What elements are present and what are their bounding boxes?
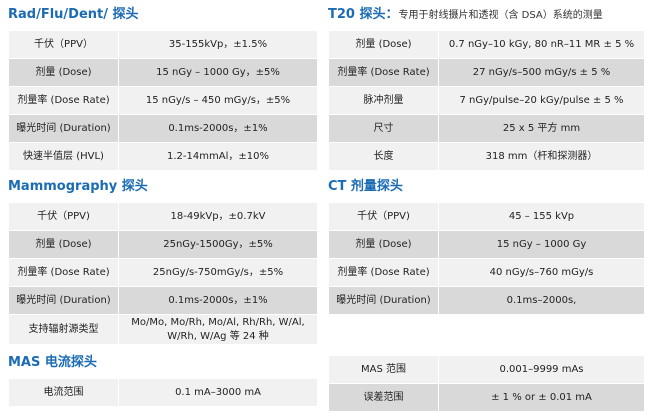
spec-value: 15 nGy – 1000 Gy，±5% [118, 58, 318, 87]
spec-value: 1.2-14mmAl，±10% [118, 142, 318, 171]
spec-row: 剂量率 (Dose Rate) 40 nGy/s–760 mGy/s [328, 258, 645, 287]
section: Mammography 探头千伏（PPV) 18-49kVp，±0.7kV 剂量 (… [8, 172, 318, 345]
spec-row: 千伏（PPV) 45 – 155 kVp [328, 202, 645, 231]
spec-row: MAS 范围 0.001–9999 mAs [328, 355, 645, 384]
title-text: Mammography 探头 [8, 179, 148, 194]
spec-label: MAS 范围 [328, 355, 439, 384]
spec-label: 支持辐射源类型 [8, 314, 119, 345]
spec-label: 长度 [328, 142, 439, 171]
spec-row: 剂量 (Dose) 15 nGy – 1000 Gy [328, 230, 645, 259]
section-title: T20 探头：专用于射线摄片和透视（含 DSA）系统的测量 [328, 0, 645, 30]
section: Rad/Flu/Dent/ 探头 千伏（PPV） 35-155kVp，±1.5% 剂量… [8, 0, 318, 171]
spec-label: 电流范围 [8, 378, 119, 407]
spec-label: 剂量 (Dose) [8, 58, 119, 87]
title-text: MAS 电流探头 [8, 355, 97, 370]
spec-label: 千伏（PPV) [328, 202, 439, 231]
spec-label: 脉冲剂量 [328, 86, 439, 115]
table-body: MAS 范围 0.001–9999 mAs 误差范围 ± 1 % or ± 0.01 … [328, 355, 645, 412]
title-text: CT 剂量探头 [328, 179, 403, 194]
spec-value: 40 nGy/s–760 mGy/s [438, 258, 645, 287]
spec-row: 剂量率 (Dose Rate) 15 nGy/s – 450 mGy/s，±5% [8, 86, 318, 115]
spec-value: 18-49kVp，±0.7kV [118, 202, 318, 231]
section-title: Mammography 探头 [8, 172, 318, 202]
subtitle: 专用于射线摄片和透视（含 DSA）系统的测量 [398, 10, 603, 21]
table-body: 电流范围 0.1 mA–3000 mA [8, 378, 318, 407]
spec-label: 剂量 (Dose) [328, 230, 439, 259]
spec-row: 剂量 (Dose) 15 nGy – 1000 Gy，±5% [8, 58, 318, 87]
spec-table: 千伏（PPV) 45 – 155 kVp 剂量 (Dose) 15 nGy – 100… [328, 202, 645, 315]
spec-row: 尺寸 25 x 5 平方 mm [328, 114, 645, 143]
spec-label: 尺寸 [328, 114, 439, 143]
spec-label: 剂量率 (Dose Rate) [8, 258, 119, 287]
section: CT 剂量探头千伏（PPV) 45 – 155 kVp 剂量 (Dose) 15 nG… [328, 172, 645, 315]
spec-table: 千伏（PPV） 35-155kVp，±1.5% 剂量 (Dose) 15 nGy – … [8, 30, 318, 171]
spec-value: 0.1ms–2000s, [438, 286, 645, 315]
spec-value: 27 nGy/s–500 mGy/s ± 5 % [438, 58, 645, 87]
section: MAS 电流探头电流范围 0.1 mA–3000 mA [8, 348, 318, 407]
spec-label: 曝光时间 (Duration) [328, 286, 439, 315]
spec-row: 快速半值层 (HVL) 1.2-14mmAl，±10% [8, 142, 318, 171]
spec-label: 千伏（PPV) [8, 202, 119, 231]
spec-value: ± 1 % or ± 0.01 mA [438, 383, 645, 412]
table-body: 剂量 (Dose) 0.7 nGy–10 kGy, 80 nR–11 MR ± 5… [328, 30, 645, 171]
spec-value: 0.1ms-2000s，±1% [118, 114, 318, 143]
section: MAS 范围 0.001–9999 mAs 误差范围 ± 1 % or ± 0.01 … [328, 355, 645, 412]
table-body: 千伏（PPV) 45 – 155 kVp 剂量 (Dose) 15 nGy – 100… [328, 202, 645, 315]
spec-row: 千伏（PPV） 35-155kVp，±1.5% [8, 30, 318, 59]
table-body: 千伏（PPV) 18-49kVp，±0.7kV 剂量 (Dose) 25nGy-150… [8, 202, 318, 345]
spec-row: 电流范围 0.1 mA–3000 mA [8, 378, 318, 407]
spec-label: 曝光时间 (Duration) [8, 114, 119, 143]
spec-label: 剂量率 (Dose Rate) [8, 86, 119, 115]
spec-value: 0.001–9999 mAs [438, 355, 645, 384]
spec-row: 剂量率 (Dose Rate) 27 nGy/s–500 mGy/s ± 5 % [328, 58, 645, 87]
spec-row: 剂量 (Dose) 0.7 nGy–10 kGy, 80 nR–11 MR ± 5… [328, 30, 645, 59]
section-title: CT 剂量探头 [328, 172, 645, 202]
spec-label: 误差范围 [328, 383, 439, 412]
spec-row: 曝光时间 (Duration) 0.1ms-2000s，±1% [8, 114, 318, 143]
spec-value: 318 mm（杆和探测器） [438, 142, 645, 171]
spec-table: 剂量 (Dose) 0.7 nGy–10 kGy, 80 nR–11 MR ± 5… [328, 30, 645, 171]
section-title: Rad/Flu/Dent/ 探头 [8, 0, 318, 30]
spec-value: 15 nGy – 1000 Gy [438, 230, 645, 259]
spec-value: 45 – 155 kVp [438, 202, 645, 231]
spec-table: MAS 范围 0.001–9999 mAs 误差范围 ± 1 % or ± 0.01 … [328, 355, 645, 412]
spec-row: 支持辐射源类型 Mo/Mo, Mo/Rh, Mo/Al, Rh/Rh, W/Al,… [8, 314, 318, 345]
spec-value: 0.1ms-2000s，±1% [118, 286, 318, 315]
spec-value: 7 nGy/pulse–20 kGy/pulse ± 5 % [438, 86, 645, 115]
spec-row: 曝光时间 (Duration) 0.1ms-2000s，±1% [8, 286, 318, 315]
spec-value: 0.7 nGy–10 kGy, 80 nR–11 MR ± 5 % [438, 30, 645, 59]
spec-row: 误差范围 ± 1 % or ± 0.01 mA [328, 383, 645, 412]
spec-label: 曝光时间 (Duration) [8, 286, 119, 315]
spec-label: 剂量 (Dose) [328, 30, 439, 59]
spec-row: 剂量率 (Dose Rate) 25nGy/s-750mGy/s，±5% [8, 258, 318, 287]
title-text: T20 探头： [328, 7, 399, 22]
spec-value: 0.1 mA–3000 mA [118, 378, 318, 407]
section: T20 探头：专用于射线摄片和透视（含 DSA）系统的测量 剂量 (Dose) 0.… [328, 0, 645, 171]
spec-row: 剂量 (Dose) 25nGy-1500Gy，±5% [8, 230, 318, 259]
spec-row: 千伏（PPV) 18-49kVp，±0.7kV [8, 202, 318, 231]
spec-row: 脉冲剂量 7 nGy/pulse–20 kGy/pulse ± 5 % [328, 86, 645, 115]
table-body: 千伏（PPV） 35-155kVp，±1.5% 剂量 (Dose) 15 nGy – … [8, 30, 318, 171]
spec-row: 曝光时间 (Duration) 0.1ms–2000s, [328, 286, 645, 315]
spec-value: 25 x 5 平方 mm [438, 114, 645, 143]
spec-table: 千伏（PPV) 18-49kVp，±0.7kV 剂量 (Dose) 25nGy-150… [8, 202, 318, 345]
spec-value: Mo/Mo, Mo/Rh, Mo/Al, Rh/Rh, W/Al, W/Rh, … [118, 314, 318, 345]
spec-row: 长度 318 mm（杆和探测器） [328, 142, 645, 171]
spec-value: 25nGy/s-750mGy/s，±5% [118, 258, 318, 287]
spec-label: 快速半值层 (HVL) [8, 142, 119, 171]
spec-label: 剂量 (Dose) [8, 230, 119, 259]
spec-table: 电流范围 0.1 mA–3000 mA [8, 378, 318, 407]
spec-label: 千伏（PPV） [8, 30, 119, 59]
section-title: MAS 电流探头 [8, 348, 318, 378]
spec-value: 15 nGy/s – 450 mGy/s，±5% [118, 86, 318, 115]
spec-value: 25nGy-1500Gy，±5% [118, 230, 318, 259]
spec-label: 剂量率 (Dose Rate) [328, 258, 439, 287]
title-text: Rad/Flu/Dent/ 探头 [8, 7, 139, 22]
spec-label: 剂量率 (Dose Rate) [328, 58, 439, 87]
spec-value: 35-155kVp，±1.5% [118, 30, 318, 59]
